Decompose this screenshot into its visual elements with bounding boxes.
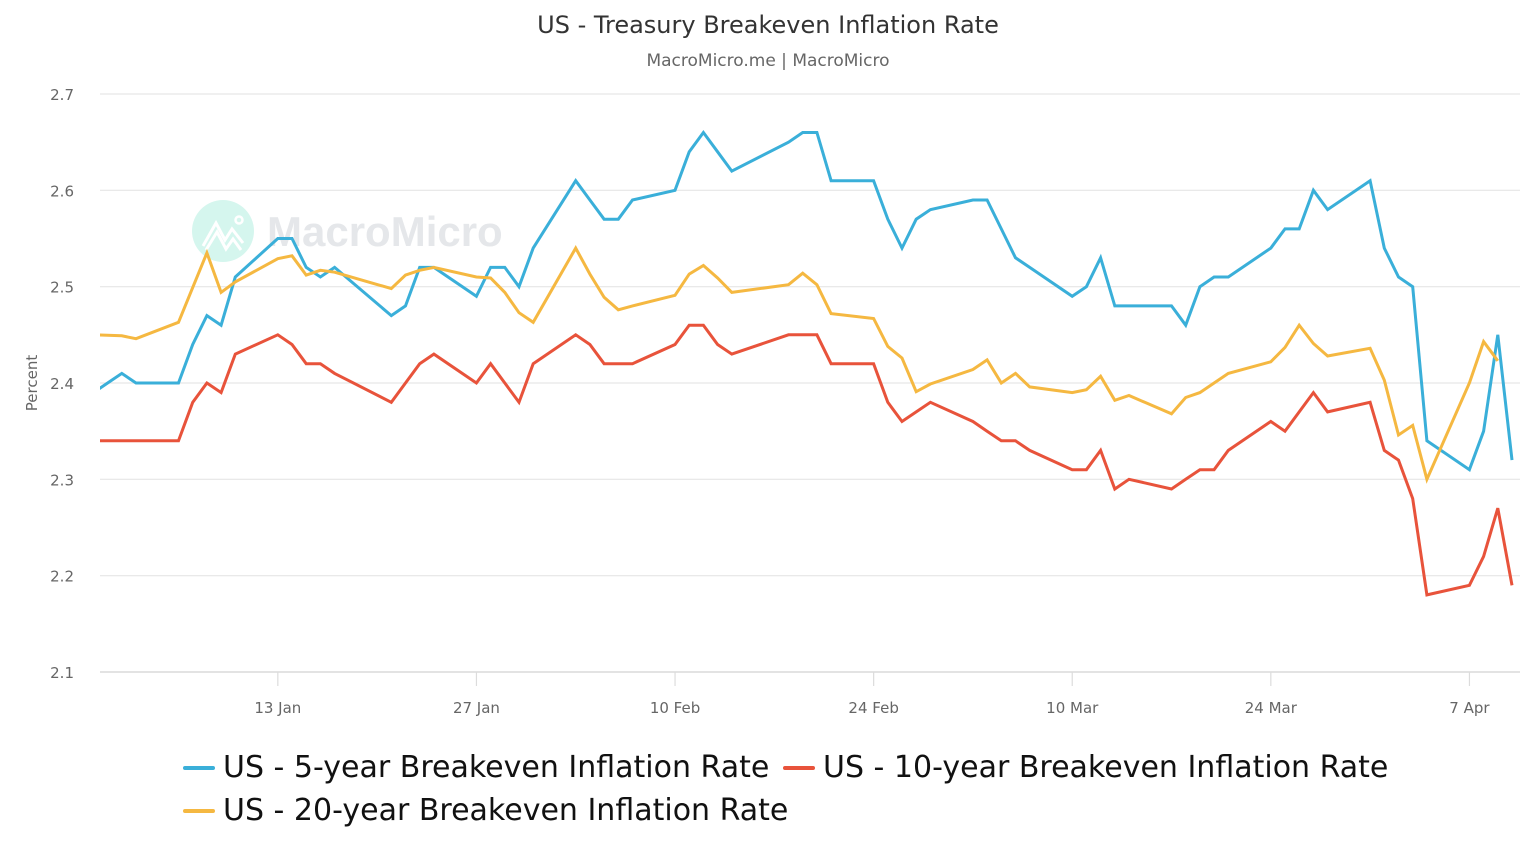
y-tick-label: 2.7 [50,86,74,104]
x-tick-label: 24 Feb [848,699,898,717]
legend-label: US - 10-year Breakeven Inflation Rate [823,750,1389,785]
watermark-text: MacroMicro [267,208,503,255]
series-1 [100,323,1514,597]
y-axis-label: Percent [23,355,41,412]
watermark-logo-icon [192,200,254,262]
x-tick-label: 10 Mar [1046,699,1099,717]
chart-title: US - Treasury Breakeven Inflation Rate [537,11,999,39]
x-tick-label: 13 Jan [254,699,301,717]
x-tick-label: 10 Feb [650,699,700,717]
watermark: MacroMicro [192,200,503,262]
watermark-logo-mark [201,219,245,252]
legend-swatch [183,765,215,770]
chart-subtitle: MacroMicro.me | MacroMicro [646,51,890,71]
series-line [100,245,1500,484]
x-tick-label: 24 Mar [1245,699,1298,717]
watermark-logo-dot [234,215,244,225]
legend-item-10-year[interactable]: US - 10-year Breakeven Inflation Rate [783,750,1388,785]
legend-swatch [183,808,215,813]
series-0 [100,129,1514,473]
y-tick-label: 2.4 [50,375,74,393]
y-tick-label: 2.5 [50,279,74,297]
y-tick-label: 2.1 [50,664,74,682]
y-tick-label: 2.3 [50,471,74,489]
series-2 [100,245,1500,484]
legend-label: US - 20-year Breakeven Inflation Rate [223,793,789,828]
legend-label: US - 5-year Breakeven Inflation Rate [223,750,770,785]
y-tick-label: 2.2 [50,568,74,586]
x-tick-label: 7 Apr [1449,699,1490,717]
series-line [100,129,1514,473]
series-line [100,323,1514,597]
y-tick-label: 2.6 [50,182,74,200]
x-tick-label: 27 Jan [453,699,500,717]
legend-item-20-year[interactable]: US - 20-year Breakeven Inflation Rate [183,793,788,828]
legend-item-5-year[interactable]: US - 5-year Breakeven Inflation Rate [183,750,769,785]
legend-swatch [783,765,815,770]
